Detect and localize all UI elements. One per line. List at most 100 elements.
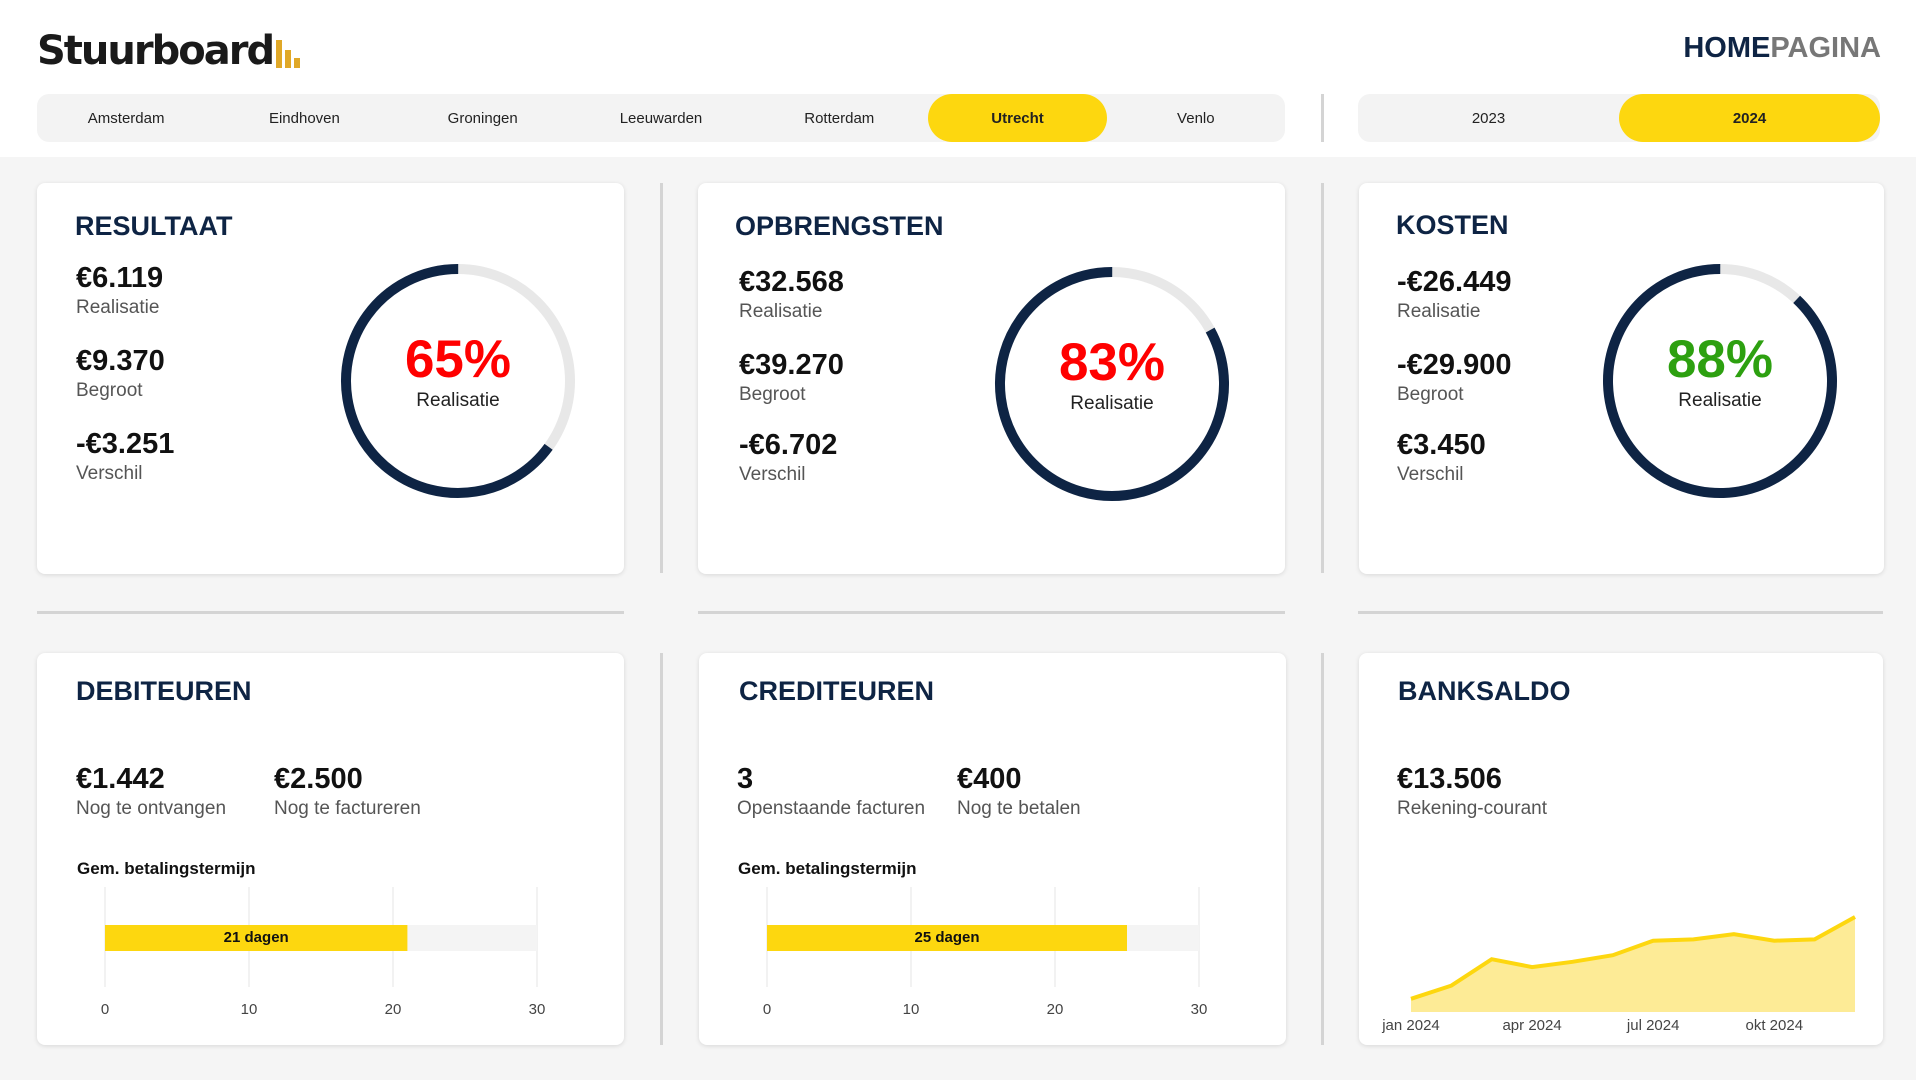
x-tick-label: 0 [762, 1001, 772, 1018]
crediteuren-card: CREDITEUREN 3 Openstaande facturen €400 … [699, 653, 1286, 1045]
x-tick-label: 10 [240, 1001, 258, 1018]
banksaldo-card: BANKSALDO €13.506 Rekening-courant jan 2… [1359, 653, 1883, 1045]
realisatie-gauge: 65% Realisatie [339, 262, 577, 500]
x-tick-label: 10 [902, 1001, 920, 1018]
realisatie-value: €32.568 [739, 266, 844, 298]
city-option-amsterdam[interactable]: Amsterdam [87, 109, 165, 127]
gauge-label: Realisatie [1070, 393, 1154, 414]
verschil-metric: -€6.702 Verschil [739, 428, 837, 488]
gauge-label: Realisatie [416, 390, 500, 411]
betalingstermijn-bar-chart: 25 dagen 0 10 20 30 [743, 887, 1237, 1037]
bar-chart-svg [104, 887, 538, 987]
begroot-value: -€29.900 [1397, 349, 1512, 381]
row-divider [698, 611, 1285, 614]
page-title-part2: PAGINA [1770, 32, 1881, 64]
begroot-value: €9.370 [76, 345, 165, 377]
realisatie-label: Realisatie [1397, 301, 1481, 322]
rekening-courant-label: Rekening-courant [1397, 798, 1547, 819]
x-tick-label: apr 2024 [1502, 1017, 1562, 1034]
rekening-courant-metric: €13.506 Rekening-courant [1397, 762, 1547, 822]
card-title: OPBRENGSTEN [735, 211, 944, 241]
card-title: BANKSALDO [1398, 676, 1571, 706]
openstaande-facturen-value: 3 [737, 763, 754, 795]
openstaande-facturen-label: Openstaande facturen [737, 798, 926, 819]
logo-text: Stuurboard [37, 28, 275, 74]
opbrengsten-card: OPBRENGSTEN €32.568 Realisatie €39.270 B… [698, 183, 1285, 574]
bar [105, 925, 408, 951]
row-divider [37, 611, 624, 614]
chart-title: Gem. betalingstermijn [77, 859, 256, 878]
year-option-2023[interactable]: 2023 [1471, 109, 1506, 127]
resultaat-card: RESULTAAT €6.119 Realisatie €9.370 Begro… [37, 183, 624, 574]
begroot-label: Begroot [1397, 384, 1464, 405]
realisatie-metric: €32.568 Realisatie [739, 265, 844, 325]
realisatie-label: Realisatie [76, 297, 160, 318]
bar-data-label: 25 dagen [914, 929, 980, 946]
nog-te-betalen-label: Nog te betalen [957, 798, 1081, 819]
verschil-label: Verschil [739, 464, 806, 485]
realisatie-gauge: 83% Realisatie [993, 265, 1231, 503]
x-tick-label: 20 [384, 1001, 402, 1018]
begroot-label: Begroot [76, 380, 143, 401]
begroot-metric: -€29.900 Begroot [1397, 348, 1512, 408]
nog-te-factureren-value: €2.500 [274, 763, 363, 795]
x-tick-label: 0 [100, 1001, 110, 1018]
nog-te-ontvangen-metric: €1.442 Nog te ontvangen [76, 762, 226, 822]
nog-te-betalen-metric: €400 Nog te betalen [957, 762, 1081, 822]
verschil-value: €3.450 [1397, 429, 1486, 461]
page-title: HOMEPAGINA [1683, 32, 1881, 65]
row-divider [1358, 611, 1883, 614]
header-bar: Stuurboard HOMEPAGINA Amsterdam Eindhoven… [0, 0, 1916, 157]
gauge-percentage: 88% [1666, 330, 1774, 389]
debiteuren-card: DEBITEUREN €1.442 Nog te ontvangen €2.50… [37, 653, 624, 1045]
city-option-leeuwarden[interactable]: Leeuwarden [619, 109, 703, 127]
bar-chart-svg [766, 887, 1200, 987]
header-divider [1321, 94, 1324, 142]
gauge-percentage: 65% [404, 330, 512, 389]
city-option-eindhoven[interactable]: Eindhoven [268, 109, 340, 127]
nog-te-factureren-metric: €2.500 Nog te factureren [274, 762, 421, 822]
gauge-percentage: 83% [1058, 333, 1166, 392]
bar-data-label: 21 dagen [223, 929, 289, 946]
city-option-utrecht[interactable]: Utrecht [928, 94, 1107, 142]
x-tick-label: 20 [1046, 1001, 1064, 1018]
column-divider [660, 653, 663, 1045]
year-option-2024[interactable]: 2024 [1619, 94, 1880, 142]
begroot-metric: €9.370 Begroot [76, 344, 165, 404]
nog-te-betalen-value: €400 [957, 763, 1022, 795]
realisatie-metric: -€26.449 Realisatie [1397, 265, 1512, 325]
nog-te-factureren-label: Nog te factureren [274, 798, 421, 819]
city-option-rotterdam[interactable]: Rotterdam [804, 109, 875, 127]
gauge-arc [1603, 264, 1837, 498]
year-slicer: 2023 2024 [1358, 94, 1880, 142]
column-divider [1321, 183, 1324, 573]
begroot-value: €39.270 [739, 349, 844, 381]
city-option-groningen[interactable]: Groningen [447, 109, 518, 127]
series-line [1410, 915, 1856, 1001]
betalingstermijn-bar-chart: 21 dagen 0 10 20 30 [81, 887, 575, 1037]
realisatie-value: -€26.449 [1397, 266, 1512, 298]
city-option-venlo[interactable]: Venlo [1177, 109, 1215, 127]
page-title-part1: HOME [1683, 32, 1771, 64]
verschil-value: -€3.251 [76, 428, 175, 460]
begroot-metric: €39.270 Begroot [739, 348, 844, 408]
rekening-courant-value: €13.506 [1397, 763, 1502, 795]
realisatie-gauge: 88% Realisatie [1601, 262, 1839, 500]
realisatie-metric: €6.119 Realisatie [76, 261, 163, 321]
column-divider [1321, 653, 1324, 1045]
nog-te-ontvangen-label: Nog te ontvangen [76, 798, 227, 819]
kosten-card: KOSTEN -€26.449 Realisatie -€29.900 Begr… [1359, 183, 1884, 574]
x-tick-label: jul 2024 [1626, 1017, 1680, 1034]
realisatie-label: Realisatie [739, 301, 823, 322]
gauge-label: Realisatie [1678, 390, 1762, 411]
verschil-label: Verschil [76, 463, 143, 484]
openstaande-facturen-metric: 3 Openstaande facturen [737, 762, 925, 822]
area-fill [1411, 917, 1855, 1012]
verschil-metric: €3.450 Verschil [1397, 428, 1486, 488]
city-slicer: Amsterdam Eindhoven Groningen Leeuwarden Rot… [37, 94, 1285, 142]
gauge-arc [995, 267, 1229, 501]
card-title: DEBITEUREN [76, 676, 252, 706]
realisatie-value: €6.119 [76, 262, 164, 294]
card-title: KOSTEN [1396, 210, 1509, 240]
x-tick-label: 30 [528, 1001, 546, 1018]
